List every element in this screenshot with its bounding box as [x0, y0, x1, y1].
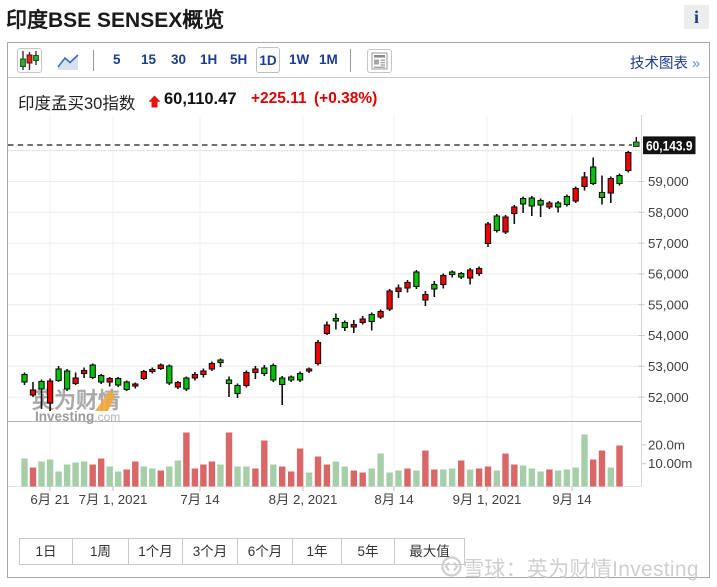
svg-text:10.00m: 10.00m [648, 456, 692, 471]
svg-text:7月 1, 2021: 7月 1, 2021 [79, 492, 148, 507]
svg-text:Investing.com: Investing.com [35, 409, 120, 424]
svg-text:20.0m: 20.0m [648, 437, 685, 452]
svg-text:54,000: 54,000 [648, 328, 689, 343]
svg-text:60,143.9: 60,143.9 [646, 137, 693, 153]
svg-text:7月 14: 7月 14 [180, 492, 219, 507]
svg-text:9月 1, 2021: 9月 1, 2021 [453, 492, 522, 507]
svg-text:8月 2, 2021: 8月 2, 2021 [269, 492, 338, 507]
svg-text:56,000: 56,000 [648, 267, 689, 282]
svg-text:59,000: 59,000 [648, 174, 689, 189]
svg-text:53,000: 53,000 [648, 359, 689, 374]
svg-text:52,000: 52,000 [648, 390, 689, 405]
svg-text:9月 14: 9月 14 [552, 492, 591, 507]
svg-text:55,000: 55,000 [648, 297, 689, 312]
svg-text:8月 14: 8月 14 [374, 492, 413, 507]
svg-text:58,000: 58,000 [648, 205, 689, 220]
svg-text:57,000: 57,000 [648, 236, 689, 251]
svg-text:6月 21: 6月 21 [30, 492, 69, 507]
